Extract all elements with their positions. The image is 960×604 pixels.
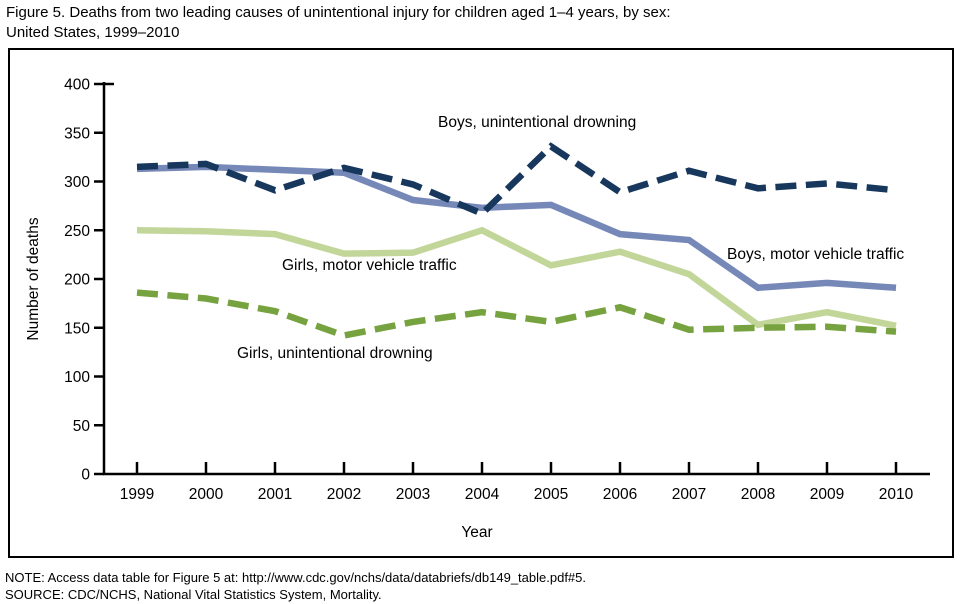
y-tick-label-0: 0 — [81, 467, 90, 484]
figure-title-line1: Figure 5. Deaths from two leading causes… — [6, 4, 671, 21]
x-axis-title: Year — [461, 524, 492, 541]
x-tick-label-2000: 2000 — [189, 486, 224, 503]
series-label-boys-motor-vehicle-traffic: Boys, motor vehicle traffic — [727, 246, 904, 263]
y-axis-title: Number of deaths — [25, 217, 42, 340]
figure-title-line2: United States, 1999–2010 — [6, 24, 180, 41]
x-tick-label-2004: 2004 — [465, 486, 500, 503]
y-tick-label-350: 350 — [64, 125, 90, 142]
figure-title: Figure 5. Deaths from two leading causes… — [6, 3, 936, 43]
x-tick-label-2002: 2002 — [327, 486, 361, 503]
x-tick-label-2006: 2006 — [603, 486, 637, 503]
series-line-boys-motor-vehicle-traffic — [136, 163, 897, 292]
x-tick-label-2003: 2003 — [396, 486, 430, 503]
y-tick-label-100: 100 — [64, 369, 90, 386]
series-label-boys-unintentional-drowning: Boys, unintentional drowning — [438, 114, 636, 131]
y-tick-label-150: 150 — [64, 320, 90, 337]
y-tick-label-250: 250 — [64, 223, 90, 240]
note-text: NOTE: Access data table for Figure 5 at:… — [5, 570, 587, 585]
x-tick-label-2009: 2009 — [810, 486, 844, 503]
y-tick-label-300: 300 — [64, 174, 90, 191]
source-text: SOURCE: CDC/NCHS, National Vital Statist… — [5, 587, 382, 602]
x-tick-label-2005: 2005 — [534, 486, 568, 503]
series-line-girls-unintentional-drowning — [136, 289, 897, 339]
x-tick-label-2001: 2001 — [258, 486, 292, 503]
y-tick-label-200: 200 — [64, 272, 90, 289]
series-line-boys-unintentional-drowning — [136, 142, 897, 218]
series-line-girls-motor-vehicle-traffic — [136, 226, 897, 329]
series-label-girls-unintentional-drowning: Girls, unintentional drowning — [237, 345, 433, 362]
x-tick-label-2010: 2010 — [879, 486, 914, 503]
x-tick-label-2008: 2008 — [741, 486, 775, 503]
y-tick-label-50: 50 — [73, 418, 91, 435]
x-tick-label-2007: 2007 — [672, 486, 706, 503]
x-tick-label-1999: 1999 — [120, 486, 154, 503]
y-tick-label-400: 400 — [64, 77, 90, 94]
series-label-girls-motor-vehicle-traffic: Girls, motor vehicle traffic — [282, 257, 457, 274]
